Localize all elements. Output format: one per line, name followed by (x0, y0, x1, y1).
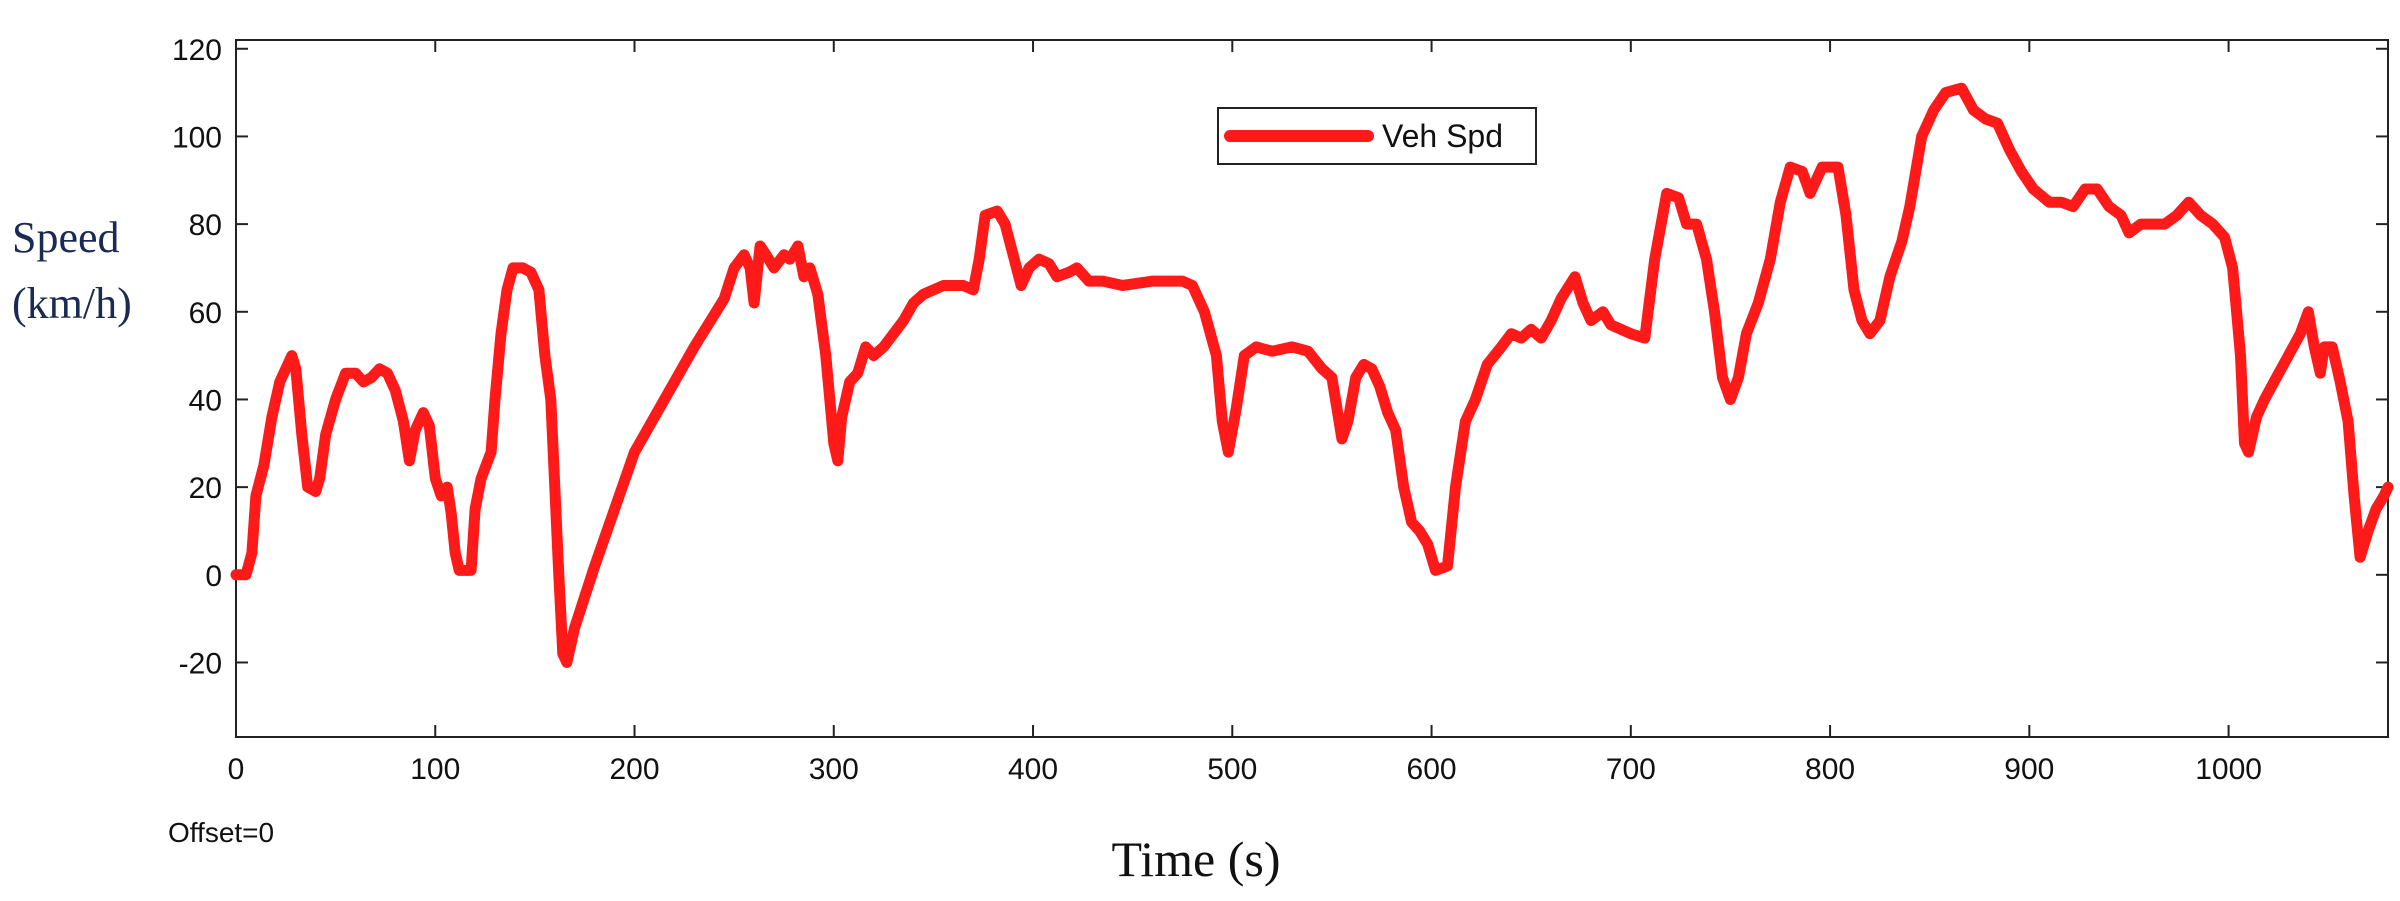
y-tick-label: 20 (189, 472, 222, 505)
legend: Veh Spd (1217, 107, 1537, 165)
series-layer (230, 82, 2394, 668)
x-tick-label: 600 (1407, 753, 1457, 786)
y-tick-label: 60 (189, 297, 222, 330)
y-tick-label: 120 (172, 34, 222, 67)
y-tick-label: 100 (172, 121, 222, 154)
y-tick-label: 40 (189, 384, 222, 417)
x-tick-label: 0 (228, 753, 245, 786)
x-tick-label: 100 (410, 753, 460, 786)
x-axis-ticks: 0 100 200 300 400 500 600 700 800 900 1000 (228, 40, 2262, 786)
y-tick-label: -20 (179, 647, 222, 680)
y-axis-ticks: -20 0 20 40 60 80 100 120 (172, 34, 2388, 680)
x-tick-label: 700 (1606, 753, 1656, 786)
legend-label-veh-spd: Veh Spd (1382, 118, 1503, 154)
y-tick-label: 80 (189, 209, 222, 242)
series-line-veh-spd (230, 82, 2394, 668)
x-tick-label: 900 (2004, 753, 2054, 786)
y-tick-label: 0 (205, 560, 222, 593)
x-tick-label: 500 (1207, 753, 1257, 786)
y-axis-label-line-1: Speed (12, 213, 120, 262)
x-axis-label: Time (s) (1111, 831, 1280, 887)
x-tick-label: 300 (809, 753, 859, 786)
x-tick-label: 1000 (2195, 753, 2262, 786)
y-axis-label-line-2: (km/h) (12, 279, 132, 328)
x-tick-label: 400 (1008, 753, 1058, 786)
offset-annotation: Offset=0 (168, 817, 274, 848)
x-tick-label: 800 (1805, 753, 1855, 786)
x-tick-label: 200 (609, 753, 659, 786)
